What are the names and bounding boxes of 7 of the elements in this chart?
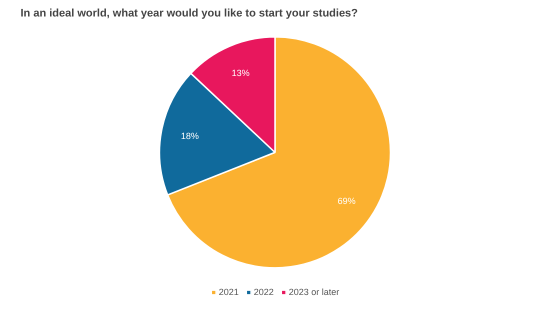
legend-label: 2023 or later bbox=[288, 287, 340, 297]
legend-label: 2022 bbox=[254, 287, 274, 297]
legend-label: 2021 bbox=[218, 287, 239, 297]
data-label: 13% bbox=[232, 68, 250, 78]
chart-title: In an ideal world, what year would you like to start your studies? bbox=[20, 8, 358, 20]
data-label: 69% bbox=[338, 196, 356, 206]
data-label: 18% bbox=[180, 131, 199, 142]
